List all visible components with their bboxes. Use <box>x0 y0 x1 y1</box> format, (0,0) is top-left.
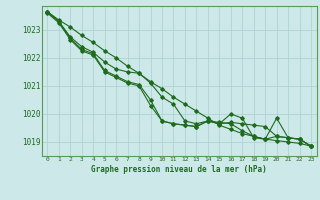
X-axis label: Graphe pression niveau de la mer (hPa): Graphe pression niveau de la mer (hPa) <box>91 165 267 174</box>
